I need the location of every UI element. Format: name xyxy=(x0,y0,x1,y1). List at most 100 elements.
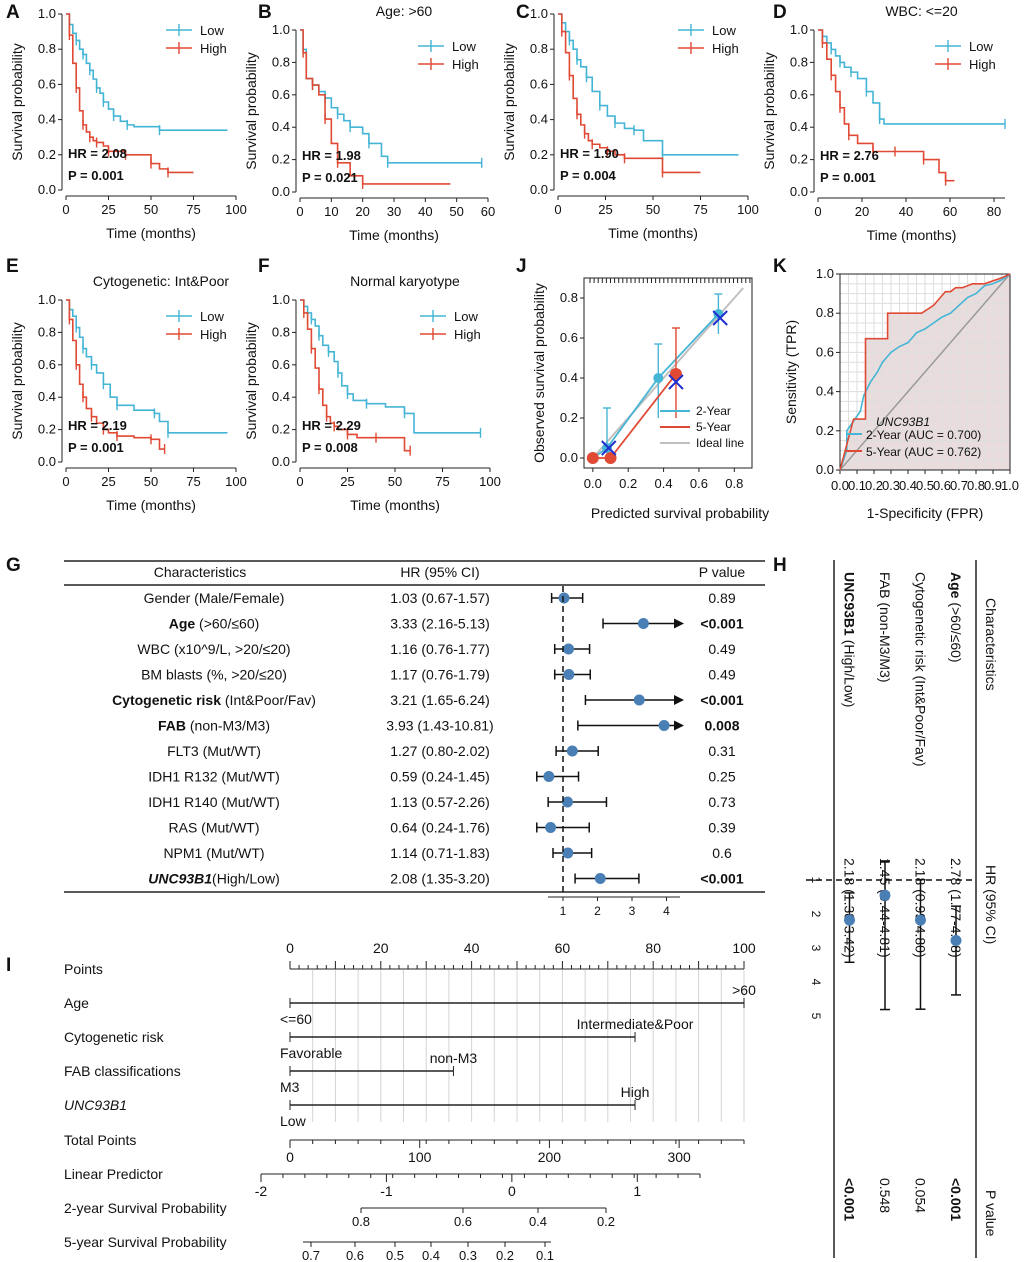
y-tick-label: 0.8 xyxy=(530,41,548,56)
y-axis-label: Survival probability xyxy=(501,43,517,161)
row-p-value: 0.008 xyxy=(704,718,739,734)
x-tick-label: 0.3 xyxy=(882,478,900,493)
prob-label: 0.4 xyxy=(529,1214,547,1229)
x-tick-label: 30 xyxy=(387,204,401,219)
factor-high-label: non-M3 xyxy=(430,1050,478,1066)
y-axis-label: Observed survival probability xyxy=(531,283,547,463)
x-tick-label: 1.0 xyxy=(1001,478,1019,493)
legend-high-label: High xyxy=(454,327,481,342)
y-tick-label: 0.4 xyxy=(816,384,834,399)
p-text: P = 0.001 xyxy=(68,168,124,183)
x-tick-label: 0.0 xyxy=(831,478,849,493)
x-tick-label: 4 xyxy=(809,979,823,986)
panel-label-B: B xyxy=(258,2,272,23)
panel-title: WBC: <=20 xyxy=(885,3,958,19)
calibration-point xyxy=(669,368,682,380)
y-axis-label: Survival probability xyxy=(761,52,777,170)
y-tick-label: 0.8 xyxy=(816,305,834,320)
scale-label: -1 xyxy=(380,1183,393,1199)
row-label-rest: (>60/≤60) xyxy=(195,616,259,632)
hr-text: HR = 2.76 xyxy=(820,148,879,163)
x-tick-label: 0 xyxy=(62,474,69,489)
y-tick-label: 0.4 xyxy=(272,119,290,134)
x-tick-label: 50 xyxy=(144,474,158,489)
x-tick-label: 1 xyxy=(560,904,567,918)
panel-label-J: J xyxy=(516,256,527,277)
y-tick-label: 0.2 xyxy=(560,410,578,425)
y-tick-label: 0.8 xyxy=(272,54,290,69)
x-tick-label: 0.9 xyxy=(984,478,1002,493)
x-tick-label: 0.7 xyxy=(950,478,968,493)
factor-high-label: Intermediate&Poor xyxy=(577,1016,694,1032)
x-tick-label: 0.2 xyxy=(619,476,637,491)
scale-label: 100 xyxy=(408,1149,432,1165)
y-tick-label: 0.0 xyxy=(790,184,808,199)
row-p-value: <0.001 xyxy=(700,871,743,887)
x-tick-label: 75 xyxy=(186,474,200,489)
y-axis-label: Sensitivity (TPR) xyxy=(783,320,799,424)
x-tick-label: 80 xyxy=(987,204,1001,219)
scale-label: 300 xyxy=(667,1149,691,1165)
roc-curve-2-Year xyxy=(839,273,1011,471)
row-hr-text: 1.16 (0.76-1.77) xyxy=(390,641,490,657)
row-hr-text: 3.93 (1.43-10.81) xyxy=(386,718,493,734)
row-label-rest: (Int&Poor/Fav) xyxy=(221,692,316,708)
header-p: P value xyxy=(983,1190,999,1237)
nomogram-row-label: UNC93B1 xyxy=(64,1097,127,1113)
x-tick-label: 75 xyxy=(435,474,449,489)
forest-panel-G: Characteristics HR (95% CI) P value Gender … xyxy=(64,560,765,918)
legend-label: 5-Year xyxy=(696,420,731,434)
row-label: IDH1 R140 (Mut/WT) xyxy=(148,794,279,810)
legend-high-label: High xyxy=(712,41,739,56)
legend-low-label: Low xyxy=(200,309,224,324)
row-label: UNC93B1 (High/Low) xyxy=(842,572,858,707)
y-tick-label: 0.8 xyxy=(272,324,290,339)
row-label: RAS (Mut/WT) xyxy=(169,820,260,836)
row-label-rest: IDH1 R140 (Mut/WT) xyxy=(148,794,279,810)
y-tick-label: 0.4 xyxy=(38,389,56,404)
x-tick-label: 0 xyxy=(814,204,821,219)
x-tick-label: 50 xyxy=(449,204,463,219)
hr-text: HR = 2.08 xyxy=(68,146,127,161)
y-tick-label: 0.2 xyxy=(816,423,834,438)
x-tick-label: 100 xyxy=(479,474,501,489)
y-tick-label: 0.6 xyxy=(816,344,834,359)
row-hr-text: 1.14 (0.71-1.83) xyxy=(390,845,490,861)
y-tick-label: 0.2 xyxy=(38,422,56,437)
prob-label: 0.3 xyxy=(459,1248,477,1262)
hr-text: HR = 2.29 xyxy=(302,418,361,433)
x-tick-label: 0.8 xyxy=(967,478,985,493)
legend-high-label: High xyxy=(452,57,479,72)
row-label: WBC (x10^9/L, >20/≤20) xyxy=(137,641,290,657)
x-tick-label: 10 xyxy=(324,204,338,219)
panel-title: Age: >60 xyxy=(376,3,433,19)
x-tick-label: 0 xyxy=(554,202,561,217)
row-label-bold: Cytogenetic risk xyxy=(112,692,221,708)
row-p-value: 0.49 xyxy=(708,667,735,683)
x-tick-label: 0 xyxy=(296,474,303,489)
y-tick-label: 0.2 xyxy=(530,147,548,162)
y-tick-label: 0.2 xyxy=(272,422,290,437)
hr-point xyxy=(637,618,649,629)
panel-title: Normal karyotype xyxy=(350,273,460,289)
nomogram-row-label: Cytogenetic risk xyxy=(64,1029,165,1045)
hr-point xyxy=(594,873,606,884)
row-label-rest: Gender (Male/Female) xyxy=(144,590,285,606)
row-label-rest: FAB (non-M3/M3) xyxy=(877,572,893,682)
row-label-bold: Age xyxy=(169,616,196,632)
y-tick-label: 1.0 xyxy=(816,266,834,281)
p-text: P = 0.004 xyxy=(560,168,617,183)
y-tick-label: 1.0 xyxy=(790,22,808,37)
row-label: NPM1 (Mut/WT) xyxy=(163,845,264,861)
row-hr-text: 1.03 (0.67-1.57) xyxy=(390,590,490,606)
prob-label: 0.1 xyxy=(536,1248,554,1262)
x-tick-label: 3 xyxy=(629,904,636,918)
p-text: P = 0.001 xyxy=(68,440,124,455)
row-label: Gender (Male/Female) xyxy=(144,590,285,606)
row-label-rest: (High/Low) xyxy=(842,636,858,708)
legend-label: 2-Year xyxy=(696,404,731,418)
hr-point xyxy=(562,847,574,859)
y-tick-label: 0.0 xyxy=(272,454,290,469)
x-tick-label: 0.6 xyxy=(933,478,951,493)
